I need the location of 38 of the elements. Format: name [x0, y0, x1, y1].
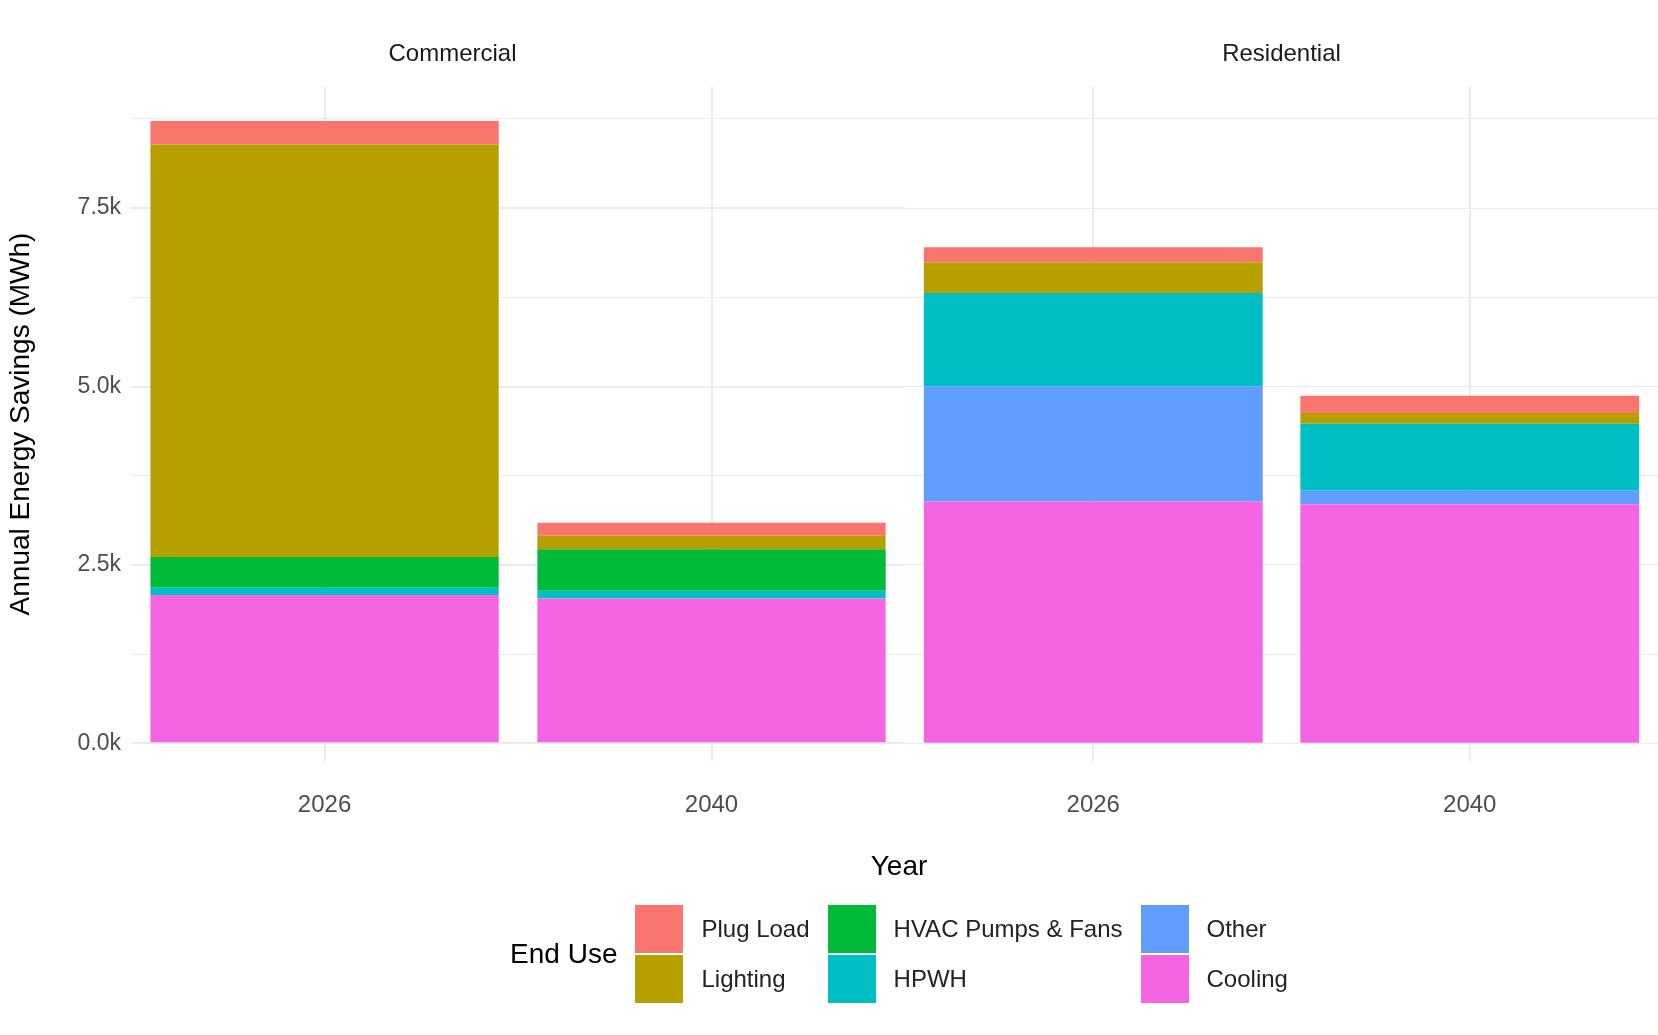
bar	[1300, 504, 1640, 743]
bar	[923, 501, 1263, 743]
bar	[1300, 490, 1640, 505]
y-tick-label: 7.5k	[77, 193, 122, 220]
y-tick-label: 5.0k	[77, 371, 122, 398]
legend-label: Other	[1206, 915, 1267, 943]
y-axis-title: Annual Energy Savings (MWh)	[3, 232, 35, 616]
bar	[923, 386, 1263, 502]
bar	[150, 144, 499, 558]
legend-label: HPWH	[893, 965, 967, 993]
x-tick-label: 2040	[684, 790, 739, 818]
x-tick-label: 2026	[297, 790, 352, 818]
bar	[150, 587, 499, 595]
chart-title: Commercial	[388, 39, 517, 67]
bar	[537, 535, 886, 550]
bar	[1300, 423, 1640, 491]
bar	[923, 262, 1263, 294]
bar	[150, 594, 499, 743]
legend-label: Plug Load	[701, 915, 810, 943]
bar	[537, 598, 886, 743]
chart-title: Residential	[1222, 39, 1341, 67]
y-tick-label: 0.0k	[77, 728, 122, 755]
bar	[923, 293, 1263, 387]
x-axis-title: Year	[869, 850, 929, 883]
legend-label: Cooling	[1206, 965, 1288, 993]
x-tick-label: 2040	[1443, 790, 1497, 818]
bar	[537, 522, 886, 536]
bar	[1300, 412, 1640, 424]
bar	[150, 557, 499, 588]
legend-label: Lighting	[701, 965, 786, 993]
bar	[923, 247, 1263, 263]
legend-title: End Use	[510, 938, 618, 970]
bar	[150, 121, 499, 145]
x-tick-label: 2026	[1066, 790, 1120, 818]
bar	[537, 549, 886, 591]
bar	[1300, 395, 1640, 413]
y-tick-label: 2.5k	[77, 550, 122, 577]
legend-label: HVAC Pumps & Fans	[893, 915, 1123, 943]
